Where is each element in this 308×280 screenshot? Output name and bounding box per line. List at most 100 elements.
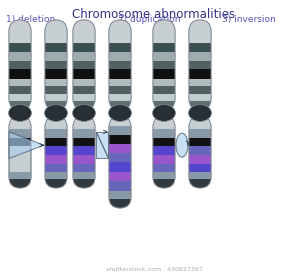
Bar xyxy=(153,116,175,129)
Bar xyxy=(45,20,67,43)
Bar xyxy=(189,69,211,80)
Bar xyxy=(153,69,175,80)
Bar xyxy=(73,129,95,138)
Polygon shape xyxy=(96,132,108,158)
Bar xyxy=(153,43,175,52)
Bar xyxy=(73,138,95,146)
Bar xyxy=(109,199,131,208)
Polygon shape xyxy=(9,132,44,158)
Bar xyxy=(153,164,175,172)
Bar xyxy=(73,155,95,164)
Bar xyxy=(109,181,131,190)
Bar xyxy=(109,135,131,144)
Bar xyxy=(189,146,211,155)
Ellipse shape xyxy=(45,105,67,121)
Text: 1) deletion: 1) deletion xyxy=(6,15,55,24)
Bar xyxy=(153,179,175,188)
Bar xyxy=(109,101,131,110)
FancyBboxPatch shape xyxy=(45,20,67,110)
Bar xyxy=(45,146,67,155)
Bar xyxy=(189,172,211,179)
FancyBboxPatch shape xyxy=(109,116,131,208)
Bar xyxy=(189,116,211,129)
FancyBboxPatch shape xyxy=(189,20,211,110)
Bar xyxy=(189,80,211,86)
Bar xyxy=(45,86,67,94)
Bar xyxy=(109,86,131,94)
Bar xyxy=(189,129,211,138)
Ellipse shape xyxy=(152,105,176,121)
Bar xyxy=(45,172,67,179)
Bar xyxy=(73,52,95,61)
Bar xyxy=(189,138,211,146)
Bar xyxy=(45,179,67,188)
Bar xyxy=(189,101,211,110)
Bar xyxy=(9,43,31,52)
Bar xyxy=(109,94,131,101)
Bar xyxy=(189,52,211,61)
Bar xyxy=(45,101,67,110)
Bar xyxy=(45,129,67,138)
Bar xyxy=(9,69,31,80)
Bar xyxy=(109,52,131,61)
FancyBboxPatch shape xyxy=(153,116,175,188)
Bar xyxy=(9,80,31,86)
Bar xyxy=(153,138,175,146)
Bar xyxy=(109,61,131,69)
Ellipse shape xyxy=(188,105,211,121)
Bar xyxy=(73,94,95,101)
Bar xyxy=(189,20,211,43)
FancyBboxPatch shape xyxy=(189,116,211,188)
Bar xyxy=(189,179,211,188)
Bar xyxy=(45,116,67,129)
Ellipse shape xyxy=(9,105,31,121)
Bar xyxy=(9,172,31,179)
Bar xyxy=(73,43,95,52)
Bar xyxy=(9,101,31,110)
Ellipse shape xyxy=(176,133,188,157)
Text: Chromosome abnormalities: Chromosome abnormalities xyxy=(72,8,236,21)
Bar xyxy=(45,80,67,86)
Bar xyxy=(153,155,175,164)
Ellipse shape xyxy=(108,105,132,121)
Bar xyxy=(189,61,211,69)
FancyBboxPatch shape xyxy=(45,116,67,188)
Bar xyxy=(9,138,31,146)
Text: 2) duplication: 2) duplication xyxy=(118,15,180,24)
Text: 3) inversion: 3) inversion xyxy=(222,15,276,24)
Bar xyxy=(73,69,95,80)
Polygon shape xyxy=(96,132,108,158)
Bar xyxy=(109,116,131,126)
Bar xyxy=(45,155,67,164)
Bar xyxy=(153,20,175,43)
Ellipse shape xyxy=(73,105,95,121)
Bar xyxy=(189,94,211,101)
Bar xyxy=(153,61,175,69)
Bar xyxy=(109,43,131,52)
Text: shutterstock.com · 430827397: shutterstock.com · 430827397 xyxy=(106,267,202,272)
Bar xyxy=(109,69,131,80)
Bar xyxy=(189,164,211,172)
Bar xyxy=(73,164,95,172)
Bar xyxy=(9,116,31,129)
Bar xyxy=(109,20,131,43)
Bar xyxy=(9,179,31,188)
Bar xyxy=(9,52,31,61)
Bar xyxy=(45,138,67,146)
Bar xyxy=(73,86,95,94)
Bar xyxy=(189,86,211,94)
Bar xyxy=(109,172,131,181)
FancyBboxPatch shape xyxy=(9,20,31,110)
Bar xyxy=(9,20,31,43)
Bar xyxy=(153,80,175,86)
Bar xyxy=(73,80,95,86)
Bar xyxy=(189,43,211,52)
Bar xyxy=(153,86,175,94)
Bar xyxy=(153,129,175,138)
Bar xyxy=(153,172,175,179)
Bar xyxy=(9,86,31,94)
Bar xyxy=(73,61,95,69)
Bar xyxy=(45,61,67,69)
Bar xyxy=(153,52,175,61)
FancyBboxPatch shape xyxy=(109,20,131,110)
